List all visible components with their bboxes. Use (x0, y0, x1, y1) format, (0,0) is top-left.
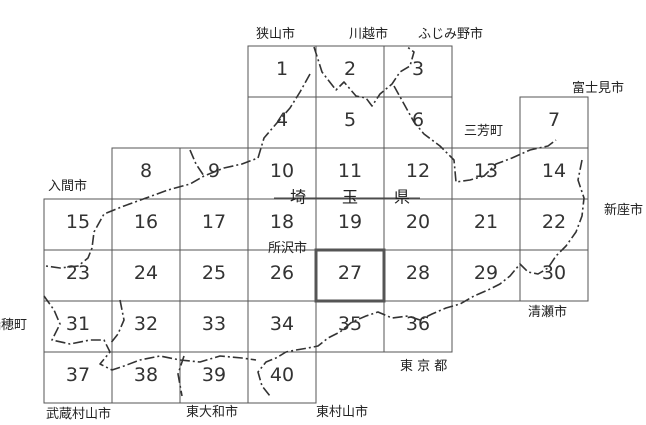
map-cell-36[interactable] (383, 300, 453, 353)
map-cell-6[interactable] (383, 96, 453, 149)
map-cell-8[interactable] (111, 147, 181, 200)
map-cell-15[interactable] (43, 198, 113, 251)
map-cell-29[interactable] (451, 249, 521, 302)
place-tokyo: 東 京 都 (400, 358, 447, 374)
map-cell-19[interactable] (315, 198, 385, 251)
map-cell-28[interactable] (383, 249, 453, 302)
map-cell-3[interactable] (383, 45, 453, 98)
prefecture-char-2: 玉 (342, 188, 358, 207)
map-cell-14[interactable] (519, 147, 589, 200)
map-cell-17[interactable] (179, 198, 249, 251)
map-cell-37[interactable] (43, 351, 113, 404)
map-cell-24[interactable] (111, 249, 181, 302)
map-cell-34[interactable] (247, 300, 317, 353)
prefecture-label: 埼 玉 県 (274, 188, 420, 207)
map-cell-4[interactable] (247, 96, 317, 149)
place-iruma: 入間市 (48, 178, 87, 194)
place-miyoshi: 三芳町 (464, 124, 503, 139)
place-higashiyamato: 東大和市 (186, 404, 238, 420)
map-cell-38[interactable] (111, 351, 181, 404)
place-niiza: 新座市 (604, 202, 643, 218)
selected-cell-highlight (314, 248, 386, 303)
map-cell-5[interactable] (315, 96, 385, 149)
prefecture-char-1: 埼 (290, 188, 306, 207)
map-cell-20[interactable] (383, 198, 453, 251)
place-musashimurayama: 武蔵村山市 (46, 406, 111, 422)
map-cell-32[interactable] (111, 300, 181, 353)
map-cell-1[interactable] (247, 45, 317, 98)
place-higashimurayama: 東村山市 (316, 404, 368, 420)
place-sayama: 狭山市 (256, 26, 295, 42)
place-fujimino: ふじみ野市 (418, 26, 483, 42)
map-cell-40[interactable] (247, 351, 317, 404)
map-cell-39[interactable] (179, 351, 249, 404)
map-cell-33[interactable] (179, 300, 249, 353)
municipal-boundaries (43, 45, 585, 397)
prefecture-char-3: 県 (394, 188, 410, 207)
place-fujimi: 富士見市 (572, 80, 624, 96)
place-kiyose: 清瀬市 (528, 304, 567, 320)
map-cell-35[interactable] (315, 300, 385, 353)
map-cell-9[interactable] (179, 147, 249, 200)
map-cell-18[interactable] (247, 198, 317, 251)
place-mizuho: 瑞穂町 (0, 318, 27, 333)
map-cell-21[interactable] (451, 198, 521, 251)
map-cell-23[interactable] (43, 249, 113, 302)
map-cell-16[interactable] (111, 198, 181, 251)
place-labels: 狭山市 川越市 ふじみ野市 富士見市 三芳町 入間市 新座市 所沢市 瑞穂町 清… (0, 26, 643, 422)
place-tokorozawa: 所沢市 (268, 240, 307, 256)
map-cell-31[interactable] (43, 300, 113, 353)
map-cell-10[interactable] (247, 147, 317, 200)
map-cell-7[interactable] (519, 96, 589, 149)
map-cell-22[interactable] (519, 198, 589, 251)
place-kawagoe: 川越市 (349, 26, 388, 42)
map-cell-25[interactable] (179, 249, 249, 302)
map-cell-27[interactable] (315, 249, 385, 302)
map-cell-2[interactable] (315, 45, 385, 98)
map-cell-26[interactable] (247, 249, 317, 302)
